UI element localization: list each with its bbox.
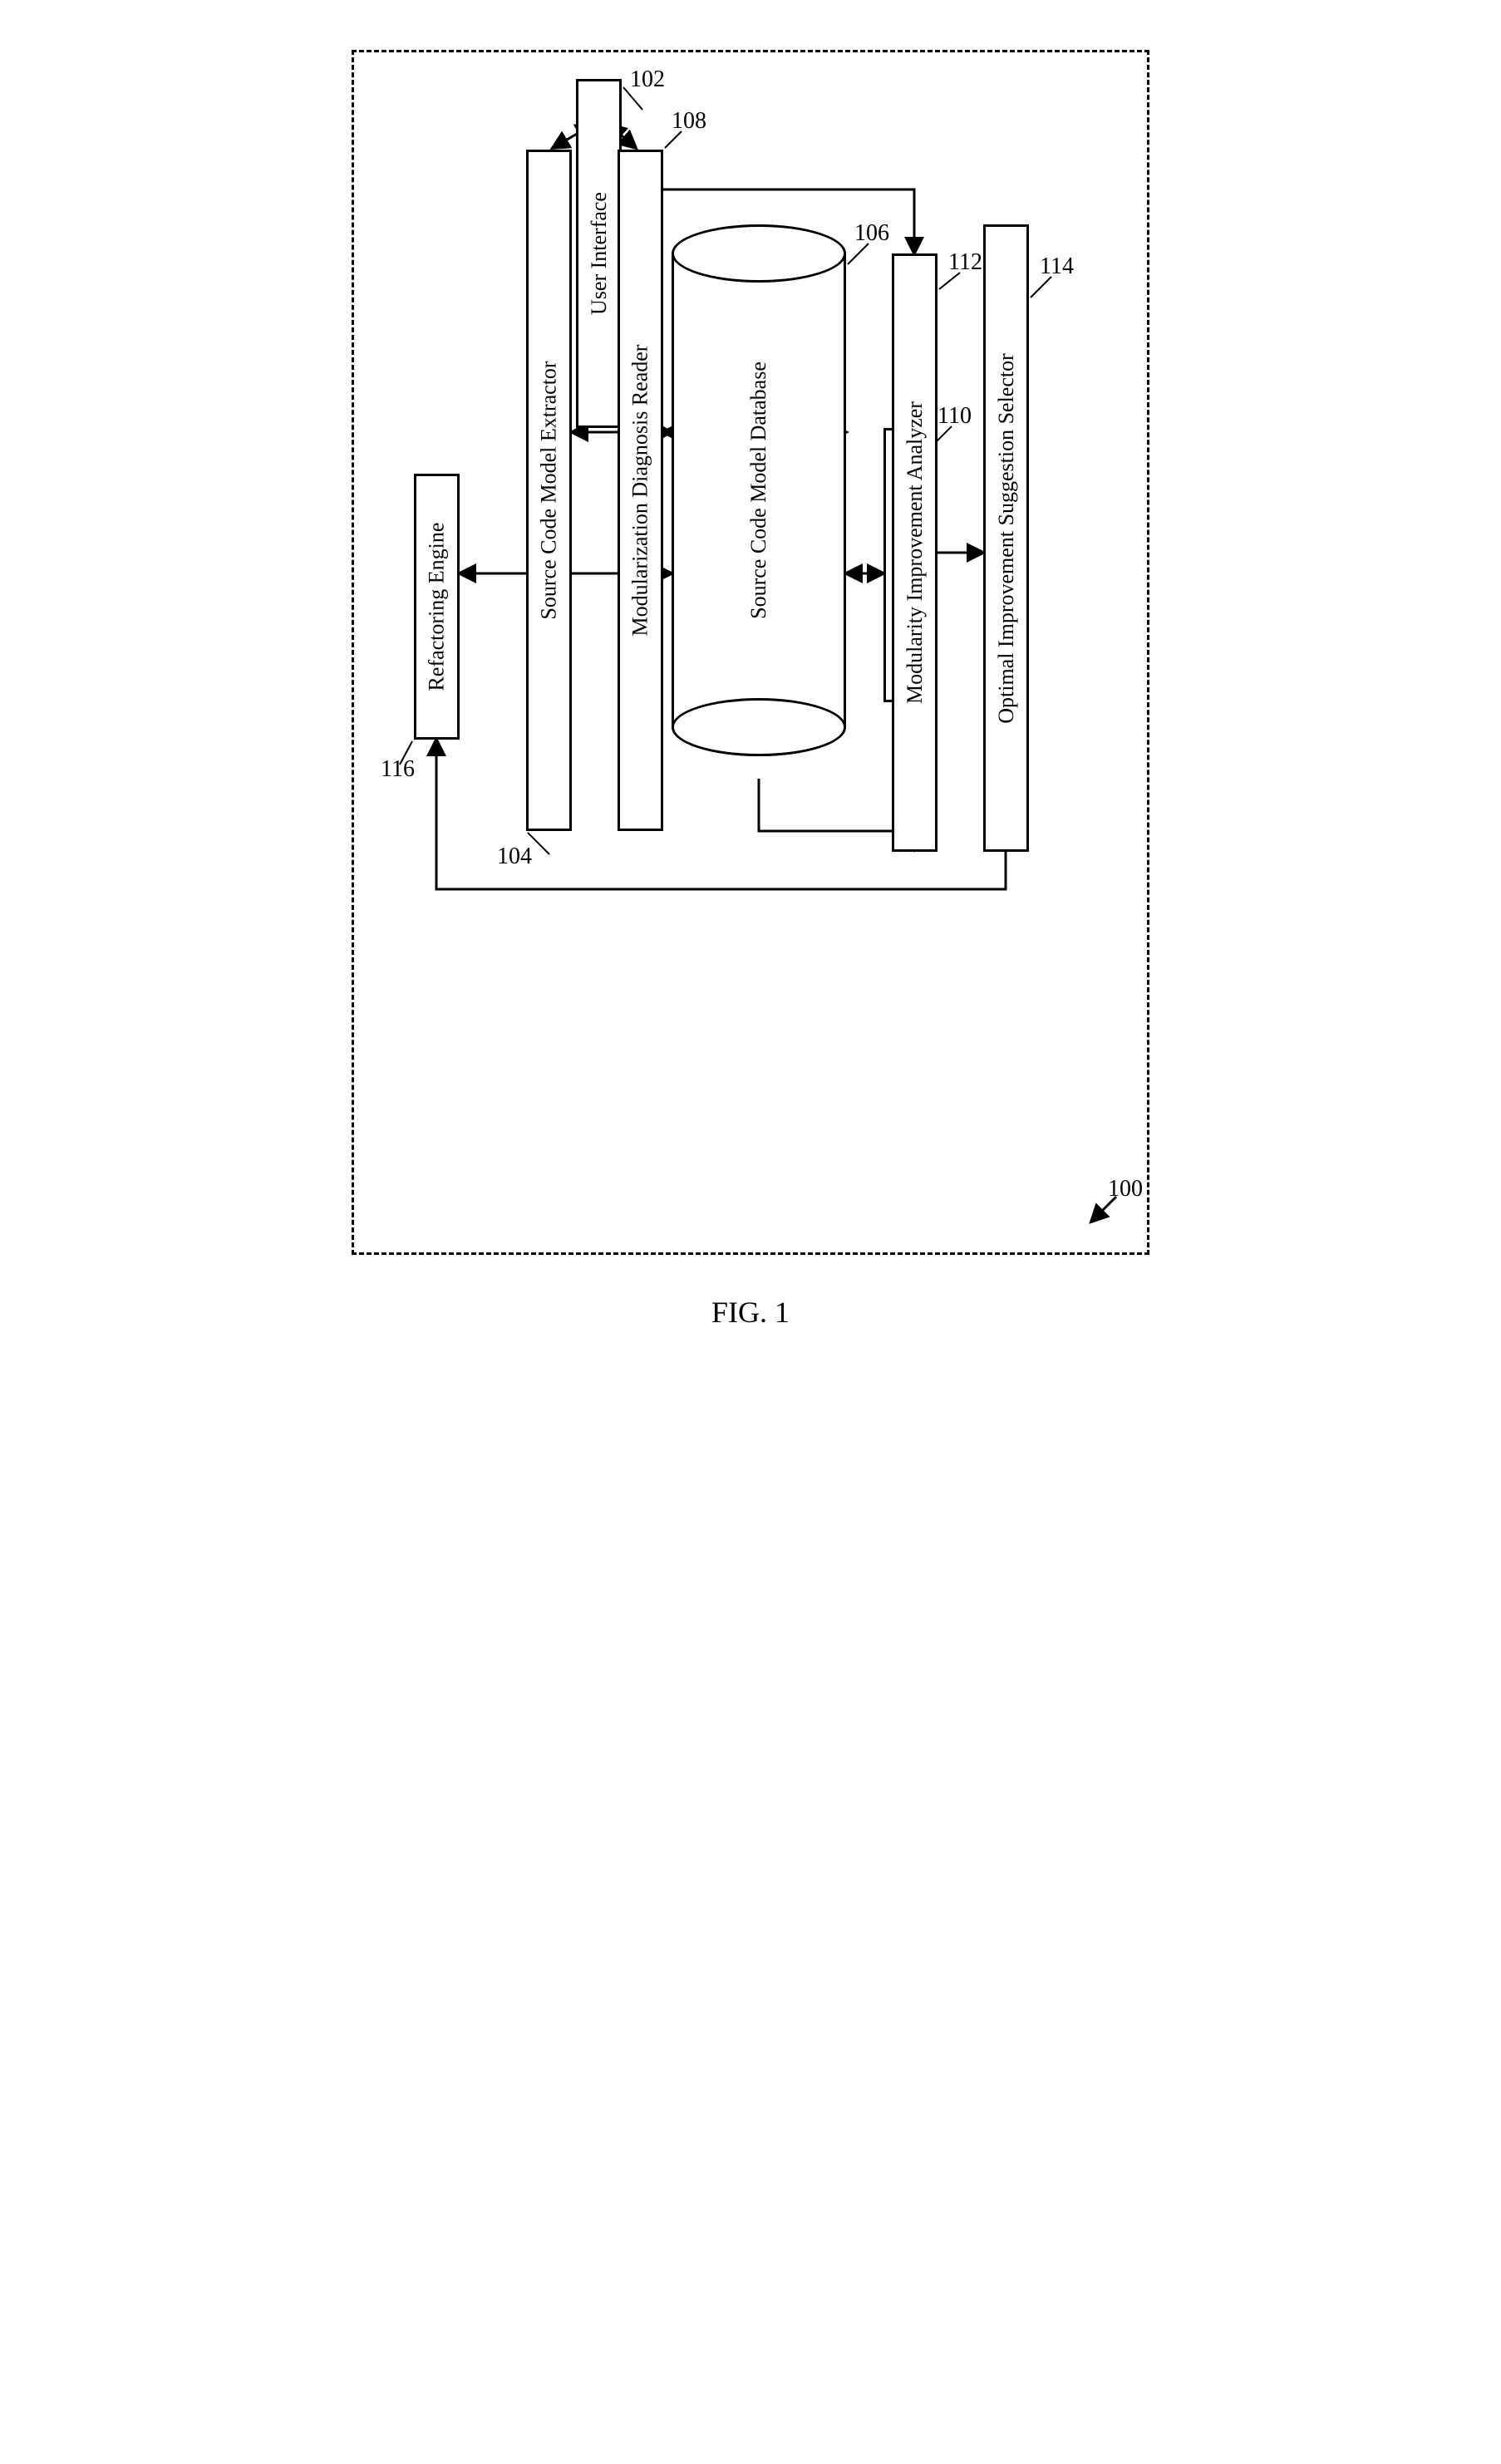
ref-108: 108	[672, 108, 706, 135]
ref-116: 116	[381, 756, 415, 783]
extractor-label: Source Code Model Extractor	[537, 361, 562, 619]
refactoring-label: Refactoring Engine	[425, 523, 450, 691]
ref-100: 100	[1108, 1176, 1143, 1202]
ref-112: 112	[948, 249, 982, 276]
refactoring-box: Refactoring Engine	[414, 474, 460, 740]
database-label: Source Code Model Database	[746, 361, 771, 619]
user-interface-label: User Interface	[587, 192, 612, 315]
figure-label: FIG. 1	[711, 1295, 790, 1330]
ref-104: 104	[497, 843, 532, 870]
diag-reader-label: Modularization Diagnosis Reader	[628, 345, 653, 637]
ref-114: 114	[1040, 253, 1074, 280]
extractor-box: Source Code Model Extractor	[526, 150, 572, 831]
user-interface-box: User Interface	[576, 79, 622, 428]
ref-110: 110	[938, 403, 972, 430]
selector-box: Optimal Improvement Suggestion Selector	[983, 224, 1029, 852]
ref-106: 106	[854, 220, 889, 247]
diag-reader-box: Modularization Diagnosis Reader	[618, 150, 663, 831]
analyzer-label: Modularity Improvement Analyzer	[903, 401, 928, 704]
analyzer-box: Modularity Improvement Analyzer	[892, 253, 938, 852]
database-cylinder: Source Code Model Database	[672, 224, 846, 756]
ref-102: 102	[630, 66, 665, 93]
diagram-canvas: User Interface 102 Source Code Model Ext…	[335, 33, 1166, 1363]
selector-label: Optimal Improvement Suggestion Selector	[994, 353, 1019, 724]
